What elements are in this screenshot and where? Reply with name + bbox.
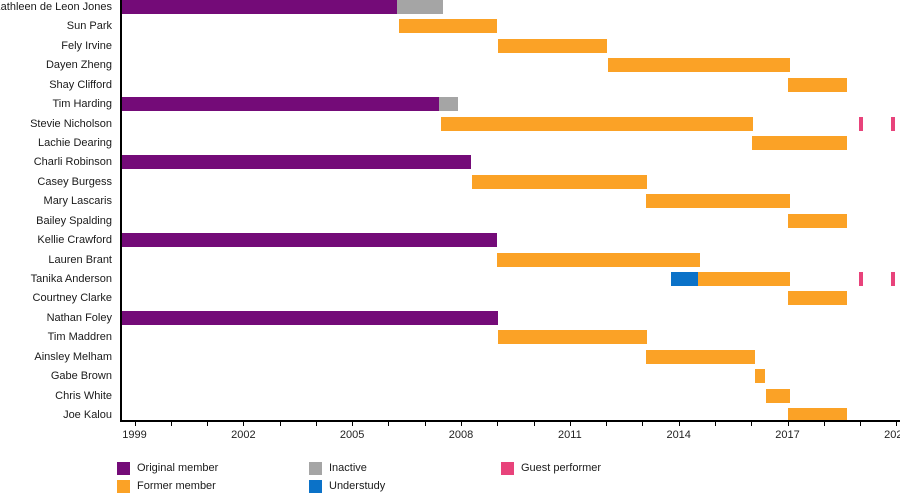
member-row-label: Dayen Zheng xyxy=(45,59,112,72)
axis-tick xyxy=(823,421,825,426)
member-row-label: Lachie Dearing xyxy=(38,137,112,149)
timeline-bar-guest xyxy=(890,116,895,131)
axis-tick-label: 1999 xyxy=(122,429,147,441)
member-row-label: Joe Kalou xyxy=(63,409,112,421)
member-row-label: Nathan Foley xyxy=(46,311,112,324)
timeline-bar-inactive xyxy=(439,97,459,112)
timeline-bar-inactive xyxy=(396,0,443,14)
axis-tick xyxy=(315,421,317,426)
timeline-bar-guest xyxy=(890,272,895,286)
timeline-bar-former xyxy=(787,408,848,422)
timeline-bar-guest xyxy=(859,272,863,286)
timeline-bar-former xyxy=(498,38,607,53)
legend-swatch-former xyxy=(117,480,130,493)
member-row-label: Courtney Clarke xyxy=(32,292,112,305)
axis-tick xyxy=(751,421,753,426)
member-row-label: Fely Irvine xyxy=(61,39,112,52)
timeline-bar-former xyxy=(441,116,754,131)
member-row-label: Ainsley Melham xyxy=(34,350,112,363)
timeline-bar-former xyxy=(497,252,701,267)
axis-tick xyxy=(352,421,354,426)
axis-tick xyxy=(424,421,426,426)
legend-swatch-inactive xyxy=(309,462,322,475)
legend-label: Inactive xyxy=(329,462,367,474)
axis-tick xyxy=(714,421,716,426)
axis-tick xyxy=(461,421,463,426)
member-row-label: Stevie Nicholson xyxy=(30,117,112,130)
member-row-label: Mary Lascaris xyxy=(43,195,112,208)
legend-swatch-original xyxy=(117,462,130,475)
axis-tick-label: 2014 xyxy=(666,429,691,441)
timeline-bar-former xyxy=(646,349,755,364)
timeline-bar-original xyxy=(120,97,440,112)
member-row-label: Tanika Anderson xyxy=(30,273,112,285)
axis-tick xyxy=(243,421,245,426)
axis-tick xyxy=(860,421,862,426)
timeline-bar-former xyxy=(697,272,791,286)
axis-tick-label: 2008 xyxy=(448,429,474,441)
axis-tick-label: 2020 xyxy=(884,429,900,441)
member-row-label: Kathleen de Leon Jones xyxy=(0,1,112,13)
timeline-bar-understudy xyxy=(671,272,698,286)
member-row-label: Bailey Spalding xyxy=(36,214,112,227)
timeline-bar-former xyxy=(754,369,766,384)
timeline-bar-original xyxy=(120,155,471,170)
member-row-label: Chris White xyxy=(55,389,112,402)
axis-tick-label: 2002 xyxy=(231,429,256,441)
member-row-label: Sun Park xyxy=(66,20,112,33)
timeline-bar-original xyxy=(120,233,498,248)
timeline-bar-former xyxy=(646,194,791,209)
timeline-bar-former xyxy=(399,19,498,34)
member-row-label: Kellie Crawford xyxy=(37,234,112,247)
axis-tick xyxy=(170,421,172,426)
axis-tick xyxy=(642,421,644,426)
axis-tick xyxy=(134,421,136,426)
legend-swatch-understudy xyxy=(309,480,322,493)
timeline-bar-guest xyxy=(859,116,863,131)
timeline-bar-former xyxy=(765,388,791,403)
timeline-bar-former xyxy=(607,58,791,73)
member-row-label: Tim Harding xyxy=(52,98,113,111)
axis-tick xyxy=(533,421,535,426)
legend-swatch-guest xyxy=(501,462,514,475)
y-axis-spine xyxy=(120,0,122,421)
timeline-bar-former xyxy=(787,213,848,228)
legend-label: Guest performer xyxy=(521,462,602,474)
axis-tick xyxy=(678,421,680,426)
x-axis-spine xyxy=(120,420,900,422)
axis-tick xyxy=(569,421,571,426)
member-row-label: Gabe Brown xyxy=(50,370,112,383)
legend-label: Understudy xyxy=(329,480,386,492)
axis-tick xyxy=(606,421,608,426)
timeline-bar-former xyxy=(498,330,647,345)
timeline-bar-former xyxy=(787,77,848,92)
member-row-label: Tim Maddren xyxy=(47,331,112,344)
axis-tick xyxy=(497,421,499,426)
member-row-label: Shay Clifford xyxy=(49,78,112,91)
legend-label: Former member xyxy=(137,480,216,492)
timeline-bar-original xyxy=(120,0,397,14)
axis-tick-label: 2011 xyxy=(558,429,582,441)
member-row-label: Lauren Brant xyxy=(48,253,112,266)
timeline-bar-former xyxy=(751,136,848,150)
axis-tick xyxy=(207,421,209,426)
axis-tick xyxy=(388,421,390,426)
axis-tick xyxy=(787,421,789,426)
axis-tick-label: 2017 xyxy=(775,429,800,441)
axis-tick xyxy=(279,421,281,426)
timeline-bar-original xyxy=(120,310,499,325)
axis-tick-label: 2005 xyxy=(339,429,365,441)
axis-tick xyxy=(896,421,898,426)
legend-label: Original member xyxy=(137,462,219,474)
member-row-label: Charli Robinson xyxy=(33,156,112,169)
timeline-bar-former xyxy=(787,291,848,306)
member-row-label: Casey Burgess xyxy=(37,175,112,188)
timeline-bar-former xyxy=(471,174,647,189)
